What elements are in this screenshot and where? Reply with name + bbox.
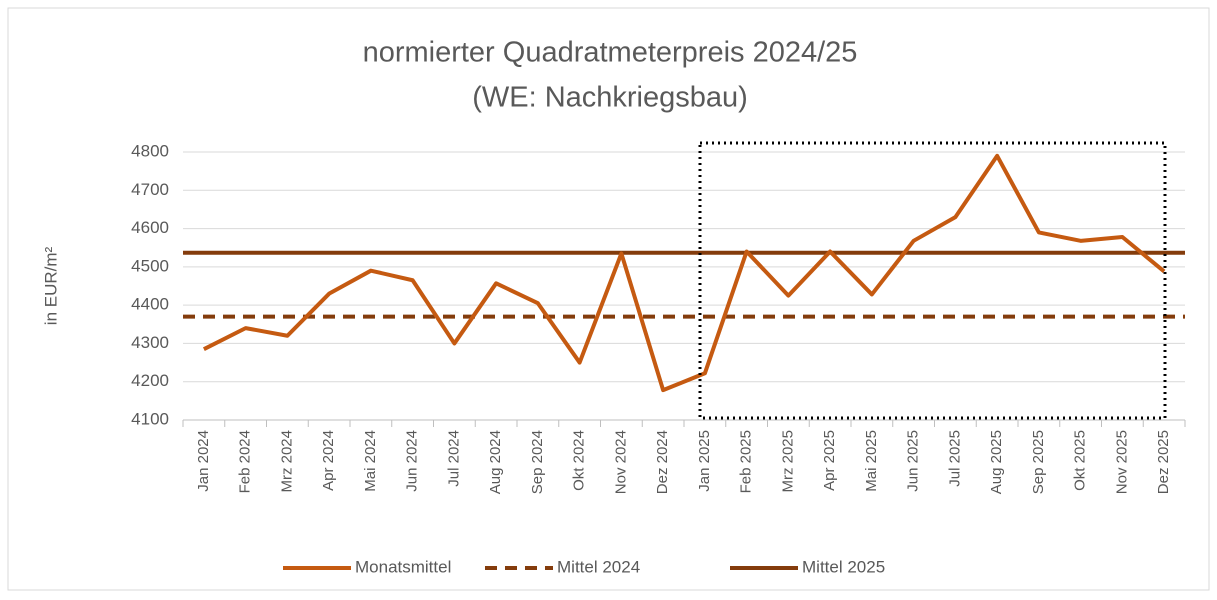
- x-tick-label: Dez 2025: [1155, 430, 1172, 494]
- x-tick-label: Apr 2024: [320, 430, 337, 491]
- x-tick-label: Jun 2025: [905, 430, 922, 492]
- x-tick-label: Jul 2025: [946, 430, 963, 487]
- y-tick-label: 4100: [131, 409, 169, 428]
- chart-subtitle: (WE: Nachkriegsbau): [472, 82, 748, 114]
- legend-label: Mittel 2024: [557, 557, 640, 576]
- data-line: [202, 153, 1166, 393]
- x-tick-label: Sep 2025: [1030, 430, 1047, 494]
- legend-label: Mittel 2025: [802, 557, 885, 576]
- y-tick-label: 4500: [131, 256, 169, 275]
- y-tick-label: 4400: [131, 295, 169, 314]
- y-tick-label: 4200: [131, 371, 169, 390]
- legend-label: Monatsmittel: [355, 557, 451, 576]
- x-tick-label: Feb 2024: [237, 430, 254, 493]
- x-tick-label: Mrz 2025: [779, 430, 796, 493]
- x-tick-label: Jan 2024: [195, 430, 212, 492]
- x-tick-label: Sep 2024: [529, 430, 546, 494]
- y-tick-label: 4700: [131, 180, 169, 199]
- x-tick-label: Mrz 2024: [278, 430, 295, 493]
- y-axis-label: in EUR/m²: [41, 246, 60, 325]
- x-tick-label: Dez 2024: [654, 430, 671, 494]
- x-tick-label: Nov 2024: [612, 430, 629, 494]
- chart-border: [7, 7, 1210, 591]
- x-tick-label: Okt 2025: [1072, 430, 1089, 491]
- x-tick-label: Aug 2024: [487, 430, 504, 494]
- x-tick-label: Mai 2024: [362, 430, 379, 492]
- x-tick-label: Apr 2025: [821, 430, 838, 491]
- x-tick-label: Jul 2024: [445, 430, 462, 487]
- x-tick-label: Jan 2025: [696, 430, 713, 492]
- y-tick-label: 4300: [131, 333, 169, 352]
- highlight-box: [698, 141, 1167, 420]
- x-tick-label: Okt 2024: [571, 430, 588, 491]
- x-tick-label: Mai 2025: [863, 430, 880, 492]
- chart-title: normierter Quadratmeterpreis 2024/25: [363, 37, 858, 69]
- x-tick-label: Nov 2025: [1113, 430, 1130, 494]
- x-tick-label: Feb 2025: [738, 430, 755, 493]
- y-tick-label: 4600: [131, 218, 169, 237]
- x-tick-label: Aug 2025: [988, 430, 1005, 494]
- y-tick-label: 4800: [131, 141, 169, 160]
- x-tick-label: Jun 2024: [404, 430, 421, 492]
